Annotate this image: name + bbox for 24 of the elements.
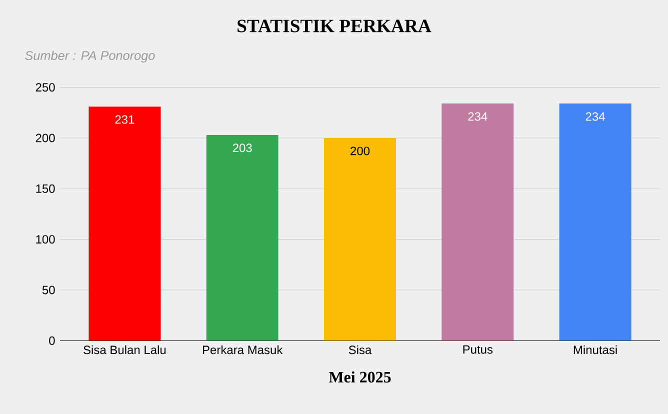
data-label: 234 [468,112,488,121]
x-tick-label: Sisa Bulan Lalu [84,345,166,354]
x-tick-label: Minutasi [574,345,617,354]
x-tick-label: Sisa [348,345,372,354]
text: Sumber : PA Ponorogo [25,50,155,63]
data-label: 203 [232,144,252,152]
x-axis-title: Mei 2025 [328,371,391,383]
data-label: 231 [115,115,134,124]
bar [324,138,396,341]
y-tick-label: 0 [49,336,55,345]
y-tick-label: 150 [36,184,55,193]
y-tick-label: 100 [36,235,55,244]
bar [206,134,278,341]
chart-title: STATISTIK PERKARA [238,20,432,32]
x-tick-label: Putus [463,345,493,354]
bar [88,106,161,341]
y-tick-label: 200 [36,134,55,142]
x-tick-label: Perkara Masuk [202,345,283,354]
y-tick-label: 50 [42,286,55,294]
y-tick-label: 250 [36,83,55,92]
bar [559,104,632,341]
bar [442,104,514,341]
data-label: 200 [350,146,370,156]
data-label: 234 [586,112,605,121]
